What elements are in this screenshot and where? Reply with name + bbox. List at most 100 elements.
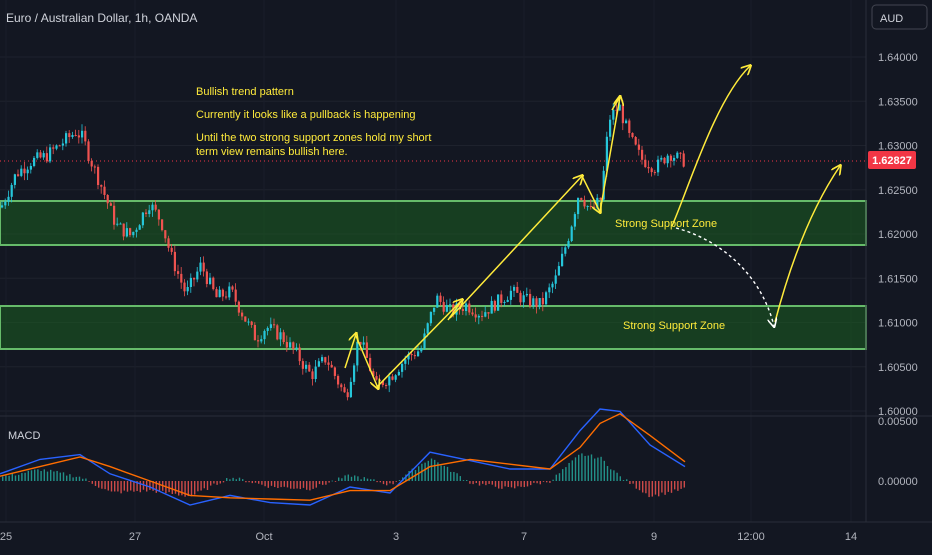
annotation-arrows [344,66,840,388]
macd-histogram-bar [136,481,138,492]
candle-body [679,152,682,154]
candle-body [589,205,592,207]
macd-histogram-bar [648,481,650,498]
macd-histogram-bar [677,481,679,491]
macd-histogram-bar [590,454,593,481]
candle-body [365,342,368,358]
macd-histogram-bar [654,481,657,495]
candle-body [513,286,516,291]
macd-histogram-bar [363,477,365,481]
candle-body [634,136,637,145]
arrow-pullback-3 [581,175,600,212]
candle-body [561,253,564,267]
macd-histogram-bar [645,481,647,494]
macd-histogram-bar [376,481,378,483]
macd-histogram-bar [379,481,381,483]
price-tick: 1.63500 [878,96,918,108]
note-line-2: Currently it looks like a pullback is ha… [196,109,416,121]
candle-body [257,340,260,342]
support-zone-upper[interactable] [0,200,867,246]
candle-body [132,231,135,236]
candle-body [669,155,672,161]
currency-button[interactable]: AUD [871,4,928,30]
macd-histogram-bar [219,481,221,484]
candle-body [682,153,685,167]
candle-body [305,364,308,369]
candle-body [26,169,29,174]
candle-body [407,354,410,360]
candle-body [199,262,202,272]
macd-histogram-bar [683,481,685,488]
candle-body [401,363,404,372]
candle-body [442,301,445,312]
candle-body [506,299,509,302]
macd-histogram-bar [574,457,577,481]
candle-body [391,376,394,380]
candle-body [538,298,541,307]
macd-histogram-bar [274,481,276,487]
candle-body [49,147,52,162]
macd-histogram-bar [446,466,449,481]
macd-histogram-bar [306,481,308,490]
support-zone-lower[interactable] [0,305,867,350]
macd-histogram-bar [91,481,93,484]
macd-histogram-bar [405,474,407,481]
candle-body [282,332,285,343]
candle-body [362,342,365,345]
macd-histogram-bar [552,479,554,481]
macd-histogram-bar [66,475,68,481]
macd-histogram-bar [226,478,228,481]
macd-histogram-bar [101,481,103,489]
macd-histogram-bar [510,481,513,488]
time-tick: Oct [255,531,272,543]
macd-histogram-bar [104,481,106,490]
candle-body [369,357,372,372]
time-tick: 7 [521,531,527,543]
candle-body [612,109,615,120]
candle-body [4,201,7,206]
macd-histogram-bar [632,481,634,484]
time-axis[interactable]: 25 27 Oct 3 7 9 12:00 14 [0,531,857,543]
macd-histogram-bar [222,481,225,483]
macd-histogram-bar [389,481,391,484]
macd-histogram-bar [354,475,356,481]
macd-histogram-bar [123,481,125,491]
macd-histogram-bar [325,481,327,485]
macd-histogram-bar [370,479,372,481]
candle-body [1,205,4,208]
candle-body [324,357,327,363]
candle-body [567,241,570,248]
macd-histogram-bar [619,476,621,481]
macd-histogram-bar [600,456,602,481]
candle-body [609,119,612,137]
candle-body [33,157,36,166]
macd-pane[interactable] [0,408,686,506]
candle-body [605,136,608,171]
candle-body [573,214,576,227]
macd-histogram-bar [392,481,394,485]
candle-body [212,277,215,290]
candle-body [55,145,58,149]
macd-histogram-bar [347,474,349,481]
macd-histogram-bar [443,465,445,481]
candle-body [637,144,640,150]
macd-histogram-bar [139,481,141,493]
macd-histogram-bar [210,481,212,486]
candle-body [522,295,525,303]
candle-body [631,132,634,137]
macd-histogram-bar [539,481,541,485]
candle-body [61,143,64,146]
macd-histogram-bar [194,481,196,495]
price-axis[interactable]: 1.64000 1.63500 1.63000 1.62500 1.62000 1.615… [878,52,918,418]
candle-body [321,357,324,362]
time-tick: 27 [129,531,141,543]
note-line-3: Until the two strong support zones hold … [196,132,431,144]
candle-body [298,347,301,362]
candle-body [145,212,148,215]
candle-body [42,153,45,158]
candle-body [410,354,413,356]
candle-body [116,223,119,225]
macd-histogram-bar [334,481,337,482]
macd-histogram-bar [248,481,250,483]
